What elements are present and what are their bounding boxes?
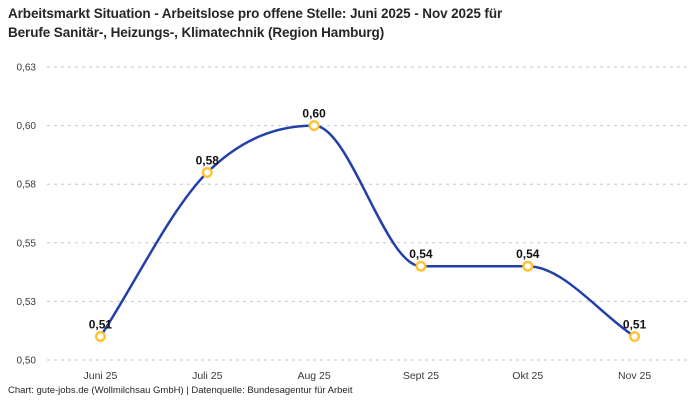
data-point-label: 0,60 <box>302 107 326 121</box>
line-path <box>99 124 636 338</box>
data-point-label: 0,51 <box>623 318 647 332</box>
y-tick-label: 0,55 <box>17 238 37 249</box>
x-tick-label: Juli 25 <box>192 370 223 382</box>
chart-title-line-1: Arbeitsmarkt Situation - Arbeitslose pro… <box>8 6 503 21</box>
data-point-label: 0,54 <box>516 247 540 261</box>
data-point-label: 0,51 <box>89 318 113 332</box>
data-point-marker[interactable] <box>415 260 427 272</box>
data-point-marker[interactable] <box>94 331 106 343</box>
x-tick-label: Nov 25 <box>618 370 651 382</box>
source-attribution: Chart: gute-jobs.de (Wollmilchsau GmbH) … <box>8 385 353 396</box>
data-point-marker[interactable] <box>522 260 534 272</box>
y-tick-label: 0,53 <box>17 297 37 308</box>
y-tick-label: 0,60 <box>17 121 37 132</box>
data-point-marker[interactable] <box>201 166 213 178</box>
x-tick-label: Juni 25 <box>83 370 117 382</box>
y-tick-label: 0,63 <box>17 63 37 74</box>
y-tick-label: 0,58 <box>17 180 37 191</box>
y-tick-label: 0,50 <box>17 356 37 367</box>
x-tick-label: Sept 25 <box>403 370 439 382</box>
chart-title-line-2: Berufe Sanitär-, Heizungs-, Klimatechnik… <box>8 25 385 40</box>
chart-title: Arbeitsmarkt Situation - Arbeitslose pro… <box>8 4 502 42</box>
x-tick-label: Okt 25 <box>512 370 543 382</box>
data-point-label: 0,54 <box>409 247 433 261</box>
data-point-label: 0,58 <box>196 153 220 167</box>
data-point-marker[interactable] <box>308 120 320 132</box>
data-point-marker[interactable] <box>629 331 641 343</box>
x-tick-label: Aug 25 <box>297 370 330 382</box>
